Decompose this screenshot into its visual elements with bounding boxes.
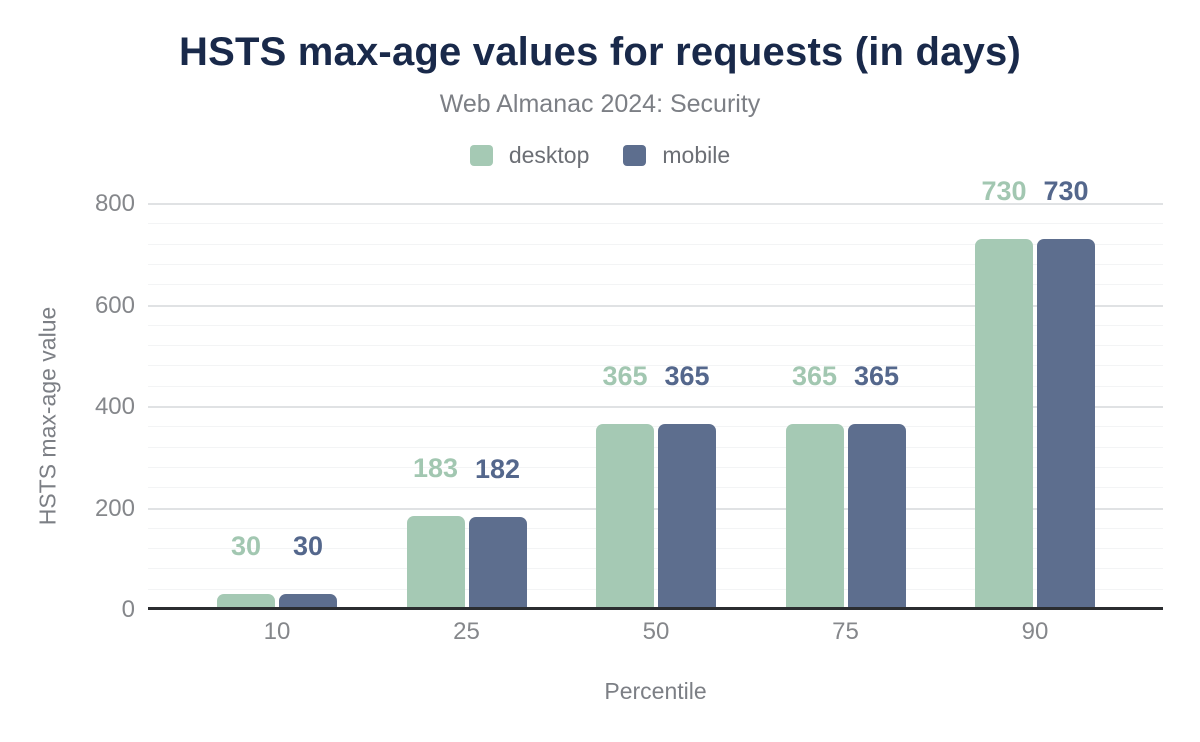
gridline-minor — [148, 426, 1163, 427]
legend-item-desktop[interactable]: desktop — [469, 142, 590, 169]
y-tick-label-0: 0 — [121, 596, 135, 623]
bar-mobile-p90[interactable] — [1037, 239, 1095, 608]
x-tick-label-p10: 10 — [263, 618, 291, 645]
bar-value-desktop-p25: 183 — [412, 453, 459, 483]
gridline-minor — [148, 548, 1163, 549]
x-axis-title: Percentile — [604, 678, 707, 704]
gridline-minor — [148, 264, 1163, 265]
gridline-minor — [148, 528, 1163, 529]
bar-mobile-p25[interactable] — [468, 517, 527, 608]
bar-desktop-p25[interactable] — [406, 516, 465, 608]
bar-value-desktop-p75: 365 — [791, 361, 838, 391]
gridline-minor — [148, 284, 1163, 285]
legend-swatch-desktop-icon — [469, 145, 493, 166]
legend: desktop mobile — [0, 142, 1200, 169]
legend-label-mobile: mobile — [662, 142, 731, 168]
legend-label-desktop: desktop — [508, 142, 590, 168]
gridline-minor — [148, 345, 1163, 346]
x-axis-baseline — [148, 607, 1163, 610]
x-tick-label-p25: 25 — [453, 618, 480, 645]
bar-value-mobile-p25: 182 — [474, 454, 521, 484]
gridline-minor — [148, 365, 1163, 366]
gridline-major — [148, 305, 1163, 307]
bar-value-mobile-p75: 365 — [853, 361, 900, 391]
gridline-minor — [148, 223, 1163, 224]
gridline-major — [148, 203, 1163, 205]
gridline-minor — [148, 589, 1163, 590]
bar-desktop-p50[interactable] — [596, 424, 654, 608]
gridline-minor — [148, 447, 1163, 448]
legend-swatch-mobile-icon — [623, 145, 647, 166]
bar-mobile-p50[interactable] — [658, 424, 716, 608]
gridline-major — [148, 406, 1163, 408]
bar-desktop-p75[interactable] — [785, 424, 844, 608]
chart-title: HSTS max-age values for requests (in day… — [178, 30, 1021, 74]
gridline-minor — [148, 487, 1163, 488]
y-tick-label-600: 600 — [94, 292, 135, 319]
bar-mobile-p75[interactable] — [847, 424, 906, 608]
bar-desktop-p90[interactable] — [975, 239, 1033, 608]
gridline-minor — [148, 325, 1163, 326]
legend-item-mobile[interactable]: mobile — [623, 142, 730, 169]
gridline-minor — [148, 386, 1163, 387]
bar-value-mobile-p90: 730 — [1043, 176, 1089, 206]
bar-desktop-p10[interactable] — [217, 594, 275, 608]
y-tick-label-200: 200 — [94, 495, 135, 522]
y-tick-label-400: 400 — [94, 393, 135, 420]
gridline-minor — [148, 244, 1163, 245]
bar-value-mobile-p10: 30 — [292, 531, 324, 561]
bar-value-desktop-p50: 365 — [602, 361, 648, 391]
gridline-minor — [148, 568, 1163, 569]
gridline-major — [148, 508, 1163, 510]
y-tick-label-800: 800 — [94, 190, 135, 217]
x-tick-label-p50: 50 — [642, 618, 670, 645]
bar-value-mobile-p50: 365 — [664, 361, 710, 391]
chart-subtitle: Web Almanac 2024: Security — [439, 90, 761, 118]
x-tick-label-p75: 75 — [832, 618, 859, 645]
bar-value-desktop-p90: 730 — [981, 176, 1027, 206]
gridline-minor — [148, 467, 1163, 468]
bar-value-desktop-p10: 30 — [230, 531, 262, 561]
x-tick-label-p90: 90 — [1021, 618, 1049, 645]
bar-mobile-p10[interactable] — [279, 594, 337, 608]
